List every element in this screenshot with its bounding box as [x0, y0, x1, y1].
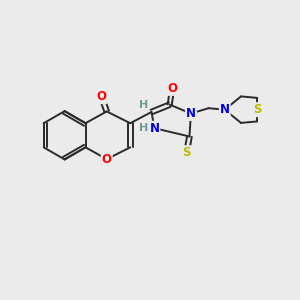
Text: H: H [140, 123, 149, 133]
Text: S: S [182, 146, 191, 159]
Text: N: N [220, 103, 230, 116]
Text: S: S [253, 103, 261, 116]
Text: O: O [102, 153, 112, 166]
Text: O: O [167, 82, 177, 95]
Text: H: H [139, 100, 148, 110]
Text: O: O [96, 90, 106, 103]
Text: N: N [149, 122, 159, 135]
Text: N: N [186, 107, 196, 120]
